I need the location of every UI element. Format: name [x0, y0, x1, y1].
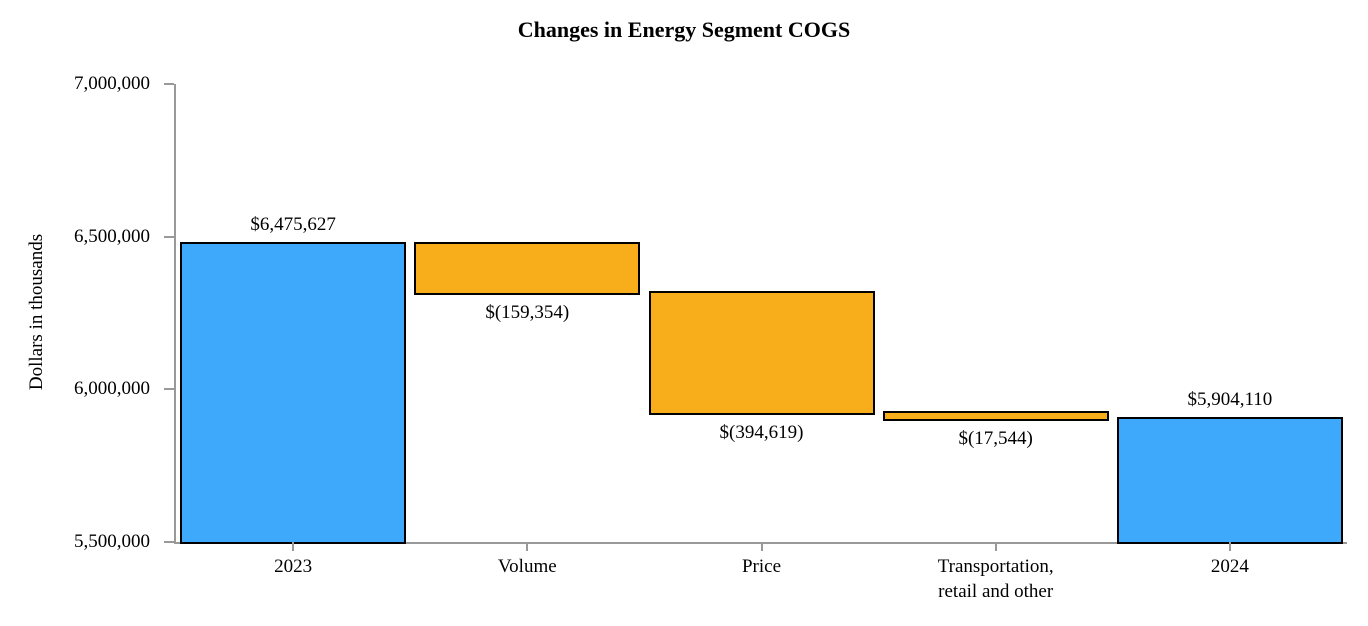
y-tick-label: 7,000,000	[74, 73, 150, 94]
waterfall-bar-2024	[1116, 416, 1343, 544]
waterfall-bar-2023	[180, 242, 407, 544]
y-tick-mark	[164, 388, 174, 391]
x-category-label-line: Transportation,	[937, 556, 1054, 577]
x-category-label-line: Price	[741, 556, 782, 577]
waterfall-bar-volume	[414, 242, 641, 295]
x-tick-mark	[1228, 542, 1231, 551]
x-tick-mark	[760, 542, 763, 551]
x-category-label-line: 2023	[274, 556, 313, 577]
x-tick-mark	[526, 542, 529, 551]
x-category-label-2024: 2024	[1110, 554, 1350, 579]
y-tick-mark	[164, 541, 174, 543]
y-tick-label: 6,500,000	[74, 225, 150, 247]
waterfall-bar-transportation	[882, 411, 1109, 421]
x-tick-mark	[292, 542, 295, 551]
bar-value-label-2024: $5,904,110	[1187, 388, 1273, 410]
y-tick-mark	[164, 235, 174, 238]
waterfall-bar-price	[648, 290, 875, 416]
bar-value-label-price: $(394,619)	[719, 422, 804, 444]
bar-value-label-2023: $6,475,627	[250, 214, 336, 236]
plot-area: 5,500,000 6,000,000 6,500,000 7,000,000 $6,…	[74, 73, 1347, 602]
x-category-label-line: 2024	[1210, 556, 1249, 577]
x-category-label-price: Price	[642, 554, 882, 579]
bar-value-label-transportation: $(17,544)	[958, 427, 1033, 449]
y-tick-label: 6,000,000	[74, 378, 150, 400]
x-tick-mark	[994, 542, 997, 551]
y-axis-line	[174, 84, 176, 544]
x-category-label-line: retail and other	[938, 581, 1054, 602]
bar-value-label-volume: $(159,354)	[485, 301, 570, 323]
y-tick-label: 5,500,000	[74, 531, 150, 552]
x-category-label-transportation: Transportation, retail and other	[876, 554, 1116, 604]
y-tick-mark	[164, 83, 174, 85]
chart-title: Changes in Energy Segment COGS	[517, 17, 851, 42]
x-category-label-volume: Volume	[407, 554, 647, 579]
x-category-label-line: Volume	[497, 556, 557, 577]
x-category-label-2023: 2023	[173, 554, 413, 579]
